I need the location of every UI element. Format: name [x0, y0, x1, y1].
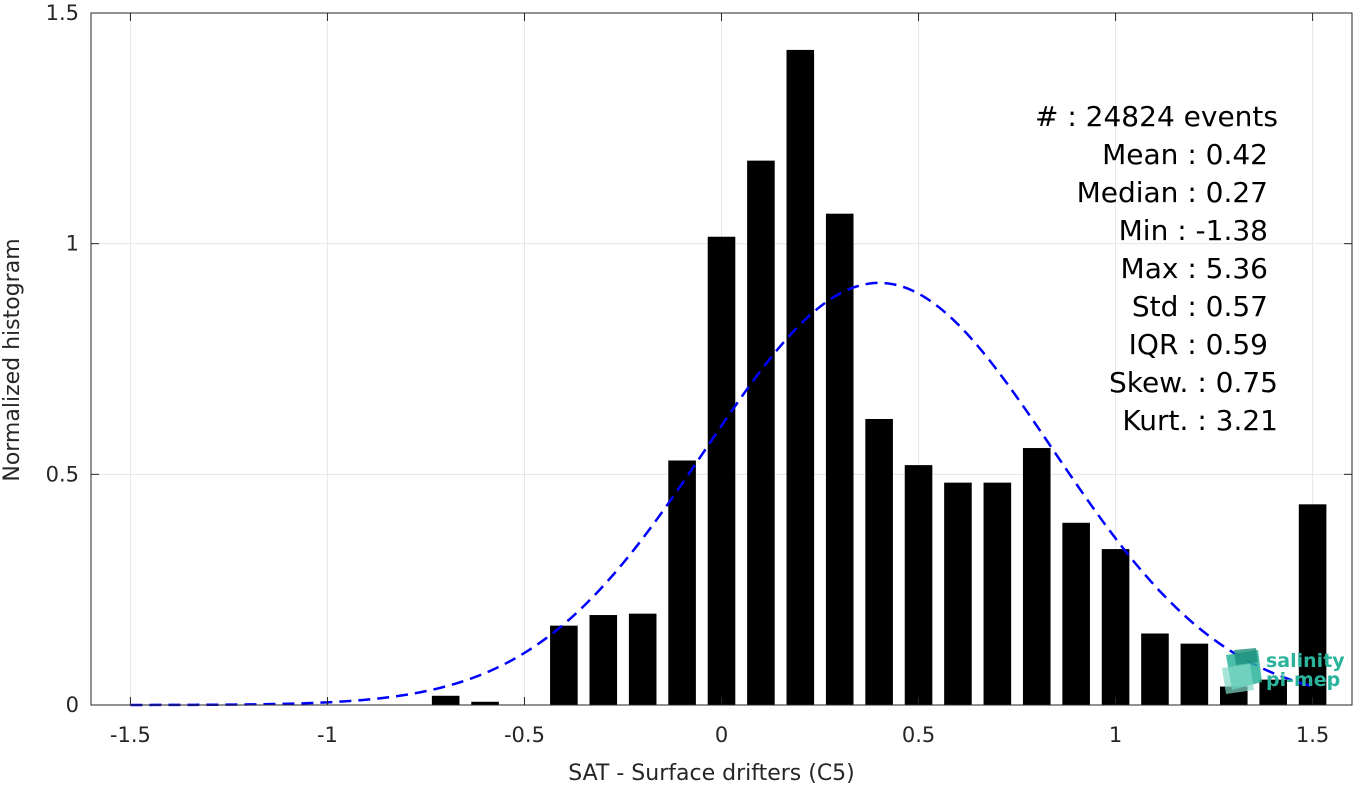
x-axis-label: SAT - Surface drifters (C5): [568, 761, 855, 785]
histogram-bar: [668, 460, 696, 705]
y-tick-label: 1: [66, 232, 79, 256]
stat-line: Kurt. : 3.21: [1122, 404, 1278, 437]
x-axis-ticks: -1.5 -1 -0.5 0 0.5 1 1.5: [110, 13, 1329, 747]
stat-line: Median : 0.27: [1077, 176, 1268, 209]
stat-line: Max : 5.36: [1121, 252, 1268, 285]
histogram-bar: [1022, 448, 1051, 705]
histogram-bar: [431, 695, 460, 705]
histogram-bar: [707, 236, 736, 705]
histogram-bar: [786, 49, 815, 705]
histogram-bar: [1062, 522, 1090, 705]
stat-line: Skew. : 0.75: [1109, 366, 1278, 399]
x-tick-label: 1: [1109, 723, 1122, 747]
stat-line: # : 24824 events: [1035, 100, 1278, 133]
x-tick-label: 0: [715, 723, 728, 747]
histogram-bar: [825, 213, 854, 705]
x-tick-label: 0.5: [902, 723, 935, 747]
histogram-bar: [589, 615, 618, 705]
histogram-bar: [1180, 643, 1209, 705]
y-axis-ticks: 0 0.5 1 1.5: [46, 1, 1352, 717]
y-tick-label: 0.5: [46, 462, 79, 486]
logo-text-salinity: salinity: [1266, 650, 1345, 672]
logo-icon: [1222, 648, 1262, 694]
histogram-bar: [983, 482, 1012, 705]
x-tick-label: 1.5: [1296, 723, 1329, 747]
x-tick-label: -1.5: [110, 723, 151, 747]
y-tick-label: 0: [66, 693, 79, 717]
stat-line: IQR : 0.59: [1129, 328, 1268, 361]
logo-text-pimep: pi-mep: [1266, 669, 1340, 691]
y-axis-label: Normalized histogram: [0, 238, 25, 481]
histogram-bars: [431, 49, 1327, 706]
histogram-bar: [944, 482, 972, 705]
statistics-box: # : 24824 events Mean : 0.42 Median : 0.27…: [1035, 100, 1278, 437]
histogram-bar: [747, 160, 775, 706]
histogram-bar: [865, 418, 893, 705]
stat-line: Std : 0.57: [1132, 290, 1268, 323]
histogram-bar: [1141, 633, 1169, 705]
histogram-bar: [1101, 549, 1130, 705]
stat-line: Mean : 0.42: [1102, 138, 1268, 171]
histogram-bar: [550, 625, 578, 705]
histogram-bar: [904, 465, 933, 705]
histogram-bar: [471, 701, 499, 705]
x-tick-label: -0.5: [504, 723, 545, 747]
histogram-bar: [628, 613, 657, 705]
x-tick-label: -1: [317, 723, 338, 747]
stat-line: Min : -1.38: [1119, 214, 1268, 247]
histogram-bar: [1298, 504, 1327, 705]
salinity-pimep-logo: salinity pi-mep: [1222, 648, 1345, 694]
histogram-bar: [1259, 679, 1287, 705]
y-tick-label: 1.5: [46, 1, 79, 25]
